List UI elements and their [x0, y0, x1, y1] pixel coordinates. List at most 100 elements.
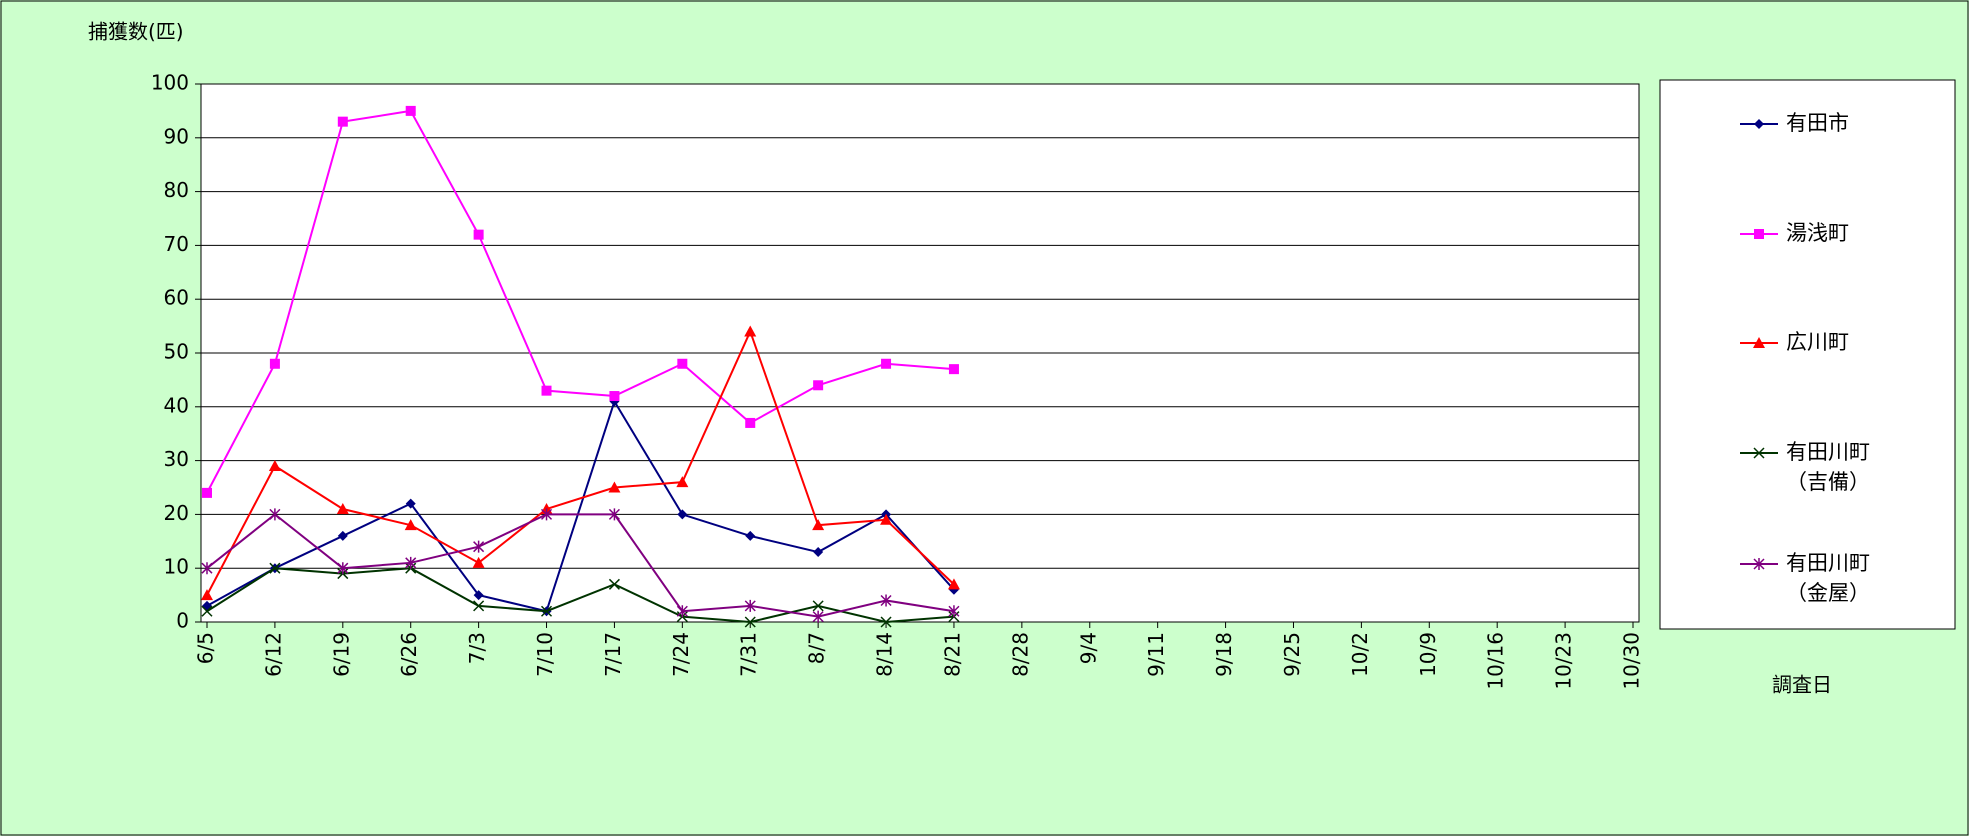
legend-label: 湯浅町	[1786, 221, 1849, 245]
legend-label: 広川町	[1786, 330, 1849, 354]
legend-item: 湯浅町	[1740, 221, 1849, 245]
y-tick-label: 80	[164, 178, 189, 202]
marker	[677, 358, 688, 369]
marker	[201, 562, 213, 575]
x-tick-label: 10/30	[1620, 632, 1644, 690]
x-tick-label: 10/9	[1416, 632, 1440, 677]
x-tick-label: 7/10	[533, 632, 557, 677]
legend-item: 有田川町 （吉備）	[1740, 440, 1870, 494]
x-tick-label: 9/25	[1280, 632, 1304, 677]
x-tick-label: 6/12	[261, 632, 285, 677]
marker	[405, 556, 417, 569]
marker	[608, 578, 620, 590]
marker	[473, 600, 485, 612]
marker	[1754, 119, 1764, 129]
marker	[677, 509, 688, 520]
plot-border	[200, 83, 1640, 623]
marker	[813, 380, 824, 391]
marker	[201, 589, 213, 601]
marker	[745, 530, 756, 541]
y-tick-label: 10	[164, 555, 189, 579]
marker	[541, 385, 552, 396]
marker	[473, 590, 484, 601]
marker	[268, 459, 281, 471]
marker	[405, 105, 416, 116]
x-tick-label: 7/31	[737, 632, 761, 677]
x-tick-label: 7/17	[601, 632, 625, 677]
marker	[404, 519, 417, 531]
marker	[812, 519, 825, 531]
x-tick-label: 6/5	[194, 632, 218, 664]
series-line	[206, 109, 955, 494]
marker	[880, 513, 893, 525]
x-tick-label: 10/2	[1348, 632, 1372, 677]
marker	[337, 562, 349, 575]
y-tick-label: 100	[151, 71, 189, 95]
x-tick-label: 10/16	[1484, 632, 1508, 690]
x-tick-label: 9/18	[1212, 632, 1236, 677]
legend-item: 有田川町 （金屋）	[1740, 551, 1870, 605]
marker	[473, 540, 485, 553]
x-tick-label: 9/11	[1144, 632, 1168, 677]
series-line	[206, 328, 955, 596]
marker	[472, 556, 485, 568]
marker	[337, 116, 348, 127]
legend-box	[1659, 79, 1956, 630]
marker	[880, 594, 892, 607]
marker	[676, 605, 688, 618]
marker	[881, 358, 892, 369]
y-tick-label: 40	[164, 393, 189, 417]
legend-label-line: 有田川町	[1786, 440, 1870, 464]
marker	[813, 547, 824, 558]
marker	[880, 616, 892, 628]
marker	[744, 599, 756, 612]
y-tick-label: 20	[164, 501, 189, 525]
x-tick-label: 6/19	[329, 632, 353, 677]
x-tick-label: 10/23	[1552, 632, 1576, 690]
marker	[745, 417, 756, 428]
marker	[269, 562, 281, 574]
series-line	[206, 567, 955, 624]
x-tick-label: 8/21	[940, 632, 964, 677]
marker	[1753, 447, 1765, 459]
marker	[812, 600, 824, 612]
y-tick-label: 70	[164, 232, 189, 256]
x-tick-label: 8/7	[805, 632, 829, 664]
marker	[269, 358, 280, 369]
legend-item: 広川町	[1740, 330, 1849, 354]
x-axis-title: 調査日	[1772, 673, 1832, 697]
marker	[744, 325, 757, 337]
marker	[473, 229, 484, 240]
marker	[540, 508, 553, 521]
x-tick-label: 8/14	[873, 632, 897, 677]
marker	[947, 578, 960, 590]
y-axis-title: 捕獲数(匹)	[88, 20, 184, 44]
marker	[269, 508, 281, 521]
marker	[1753, 558, 1765, 570]
y-tick-label: 60	[164, 286, 189, 310]
legend-label: 有田川町 （金屋）	[1786, 551, 1870, 605]
x-tick-label: 8/28	[1008, 632, 1032, 677]
legend-label-line: （吉備）	[1786, 470, 1870, 494]
series-line	[206, 513, 955, 618]
legend-label-line: 有田川町	[1786, 551, 1870, 575]
marker	[336, 503, 349, 515]
series-line	[206, 399, 955, 613]
legend-label: 有田市	[1786, 111, 1849, 135]
marker	[744, 616, 756, 628]
marker	[337, 530, 348, 541]
marker	[1753, 337, 1765, 348]
marker	[201, 605, 213, 617]
marker	[676, 476, 689, 488]
marker	[608, 481, 621, 493]
x-tick-label: 7/3	[465, 632, 489, 664]
legend-label: 有田川町 （吉備）	[1786, 440, 1870, 494]
marker	[948, 605, 960, 618]
marker	[812, 610, 824, 623]
marker	[405, 498, 416, 509]
y-tick-label: 90	[164, 124, 189, 148]
y-tick-label: 50	[164, 340, 189, 364]
marker	[202, 487, 212, 498]
y-tick-label: 30	[164, 447, 189, 471]
